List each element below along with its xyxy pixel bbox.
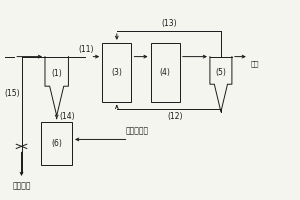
Text: 有机废弃物: 有机废弃物 <box>126 126 149 136</box>
Text: (3): (3) <box>111 68 122 77</box>
Text: (4): (4) <box>160 68 171 77</box>
Bar <box>41 122 72 165</box>
Text: (15): (15) <box>4 89 20 98</box>
Text: (14): (14) <box>59 112 75 121</box>
Text: (13): (13) <box>161 19 177 28</box>
Text: (5): (5) <box>215 68 226 77</box>
Text: (1): (1) <box>51 69 62 78</box>
Bar <box>102 43 131 102</box>
Text: (11): (11) <box>78 45 94 54</box>
Text: (6): (6) <box>51 139 62 148</box>
Bar <box>151 43 180 102</box>
Text: (12): (12) <box>167 112 182 121</box>
Text: 剰余: 剰余 <box>250 61 259 67</box>
Text: 剰余污泥: 剰余污泥 <box>12 182 31 191</box>
